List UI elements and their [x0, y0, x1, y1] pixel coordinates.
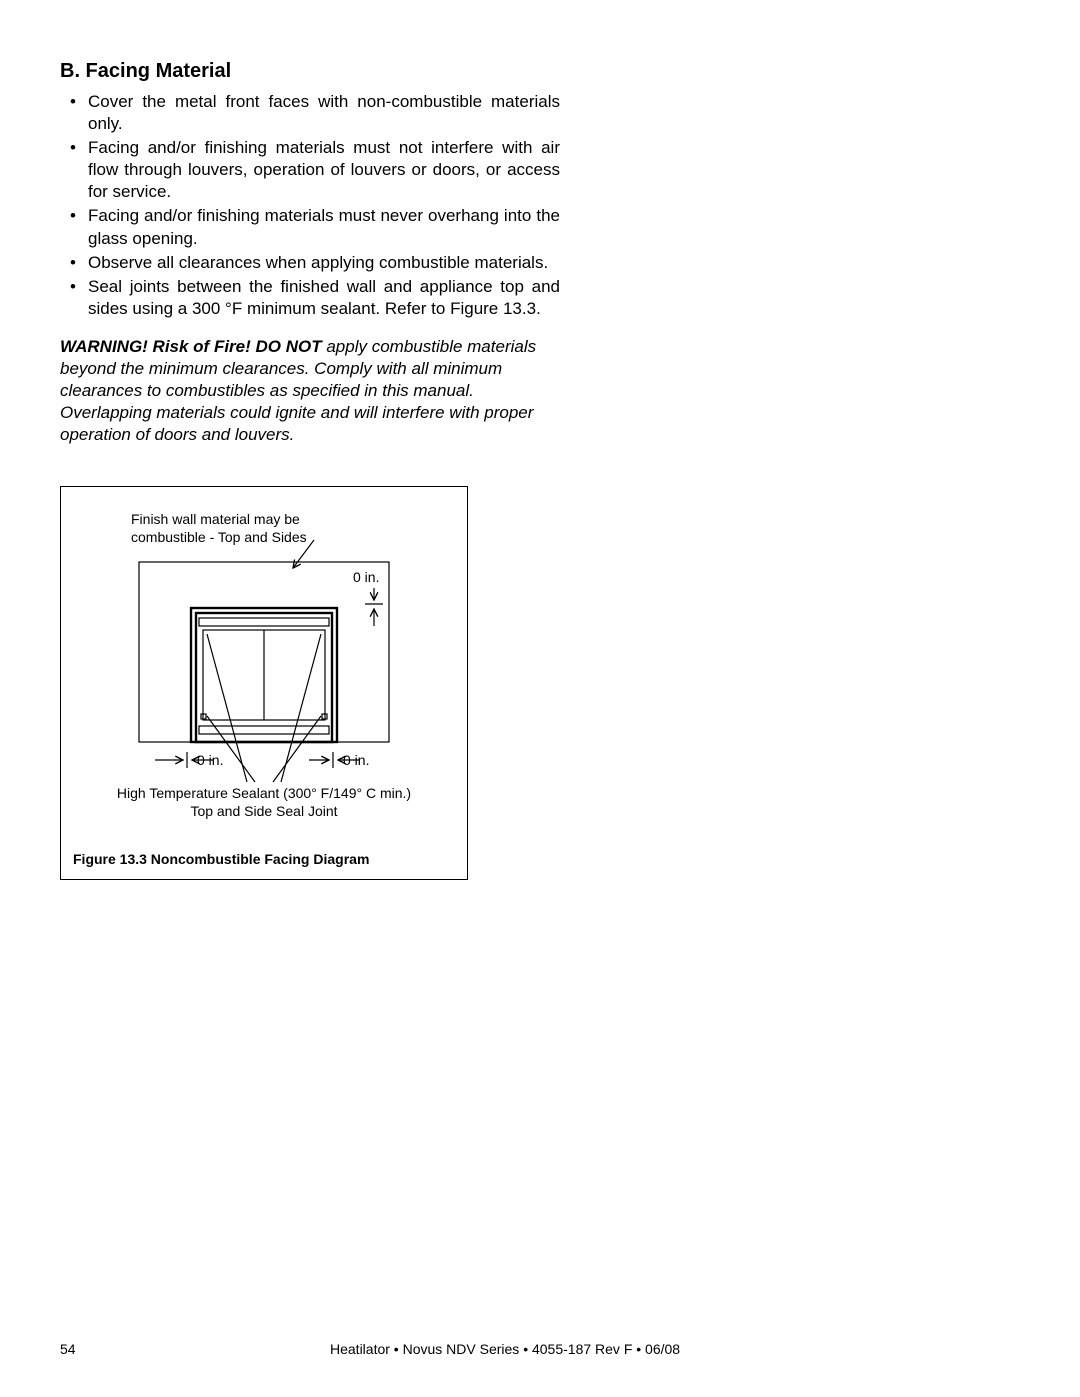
diagram: Finish wall material may be combustible -… — [71, 512, 457, 837]
bullet-list: Cover the metal front faces with non-com… — [60, 91, 560, 320]
bullet-item: Seal joints between the finished wall an… — [60, 276, 560, 320]
doc-id: Heatilator • Novus NDV Series • 4055-187… — [330, 1341, 680, 1357]
svg-text:0 in.: 0 in. — [343, 752, 369, 768]
svg-text:Finish wall material may be: Finish wall material may be — [131, 512, 300, 527]
section-heading: B. Facing Material — [60, 60, 560, 83]
bullet-item: Cover the metal front faces with non-com… — [60, 91, 560, 135]
bullet-item: Facing and/or finishing materials must n… — [60, 205, 560, 249]
svg-text:combustible - Top and Sides: combustible - Top and Sides — [131, 529, 307, 545]
warning-lead: WARNING! Risk of Fire! DO NOT — [60, 337, 322, 356]
svg-text:Top and Side Seal Joint: Top and Side Seal Joint — [190, 803, 337, 819]
left-column: B. Facing Material Cover the metal front… — [60, 60, 560, 880]
page-footer: 54 Heatilator • Novus NDV Series • 4055-… — [60, 1341, 1020, 1357]
bullet-item: Observe all clearances when applying com… — [60, 252, 560, 274]
page: B. Facing Material Cover the metal front… — [0, 0, 1080, 1397]
facing-diagram-svg: Finish wall material may be combustible -… — [71, 512, 457, 832]
svg-text:0 in.: 0 in. — [197, 752, 223, 768]
figure-caption: Figure 13.3 Noncombustible Facing Diagra… — [71, 851, 457, 867]
svg-text:0 in.: 0 in. — [353, 569, 379, 585]
page-number: 54 — [60, 1341, 330, 1357]
svg-text:High Temperature Sealant (300°: High Temperature Sealant (300° F/149° C … — [117, 785, 411, 801]
warning-paragraph: WARNING! Risk of Fire! DO NOT apply comb… — [60, 336, 560, 446]
figure-box: Finish wall material may be combustible -… — [60, 486, 468, 880]
bullet-item: Facing and/or finishing materials must n… — [60, 137, 560, 203]
